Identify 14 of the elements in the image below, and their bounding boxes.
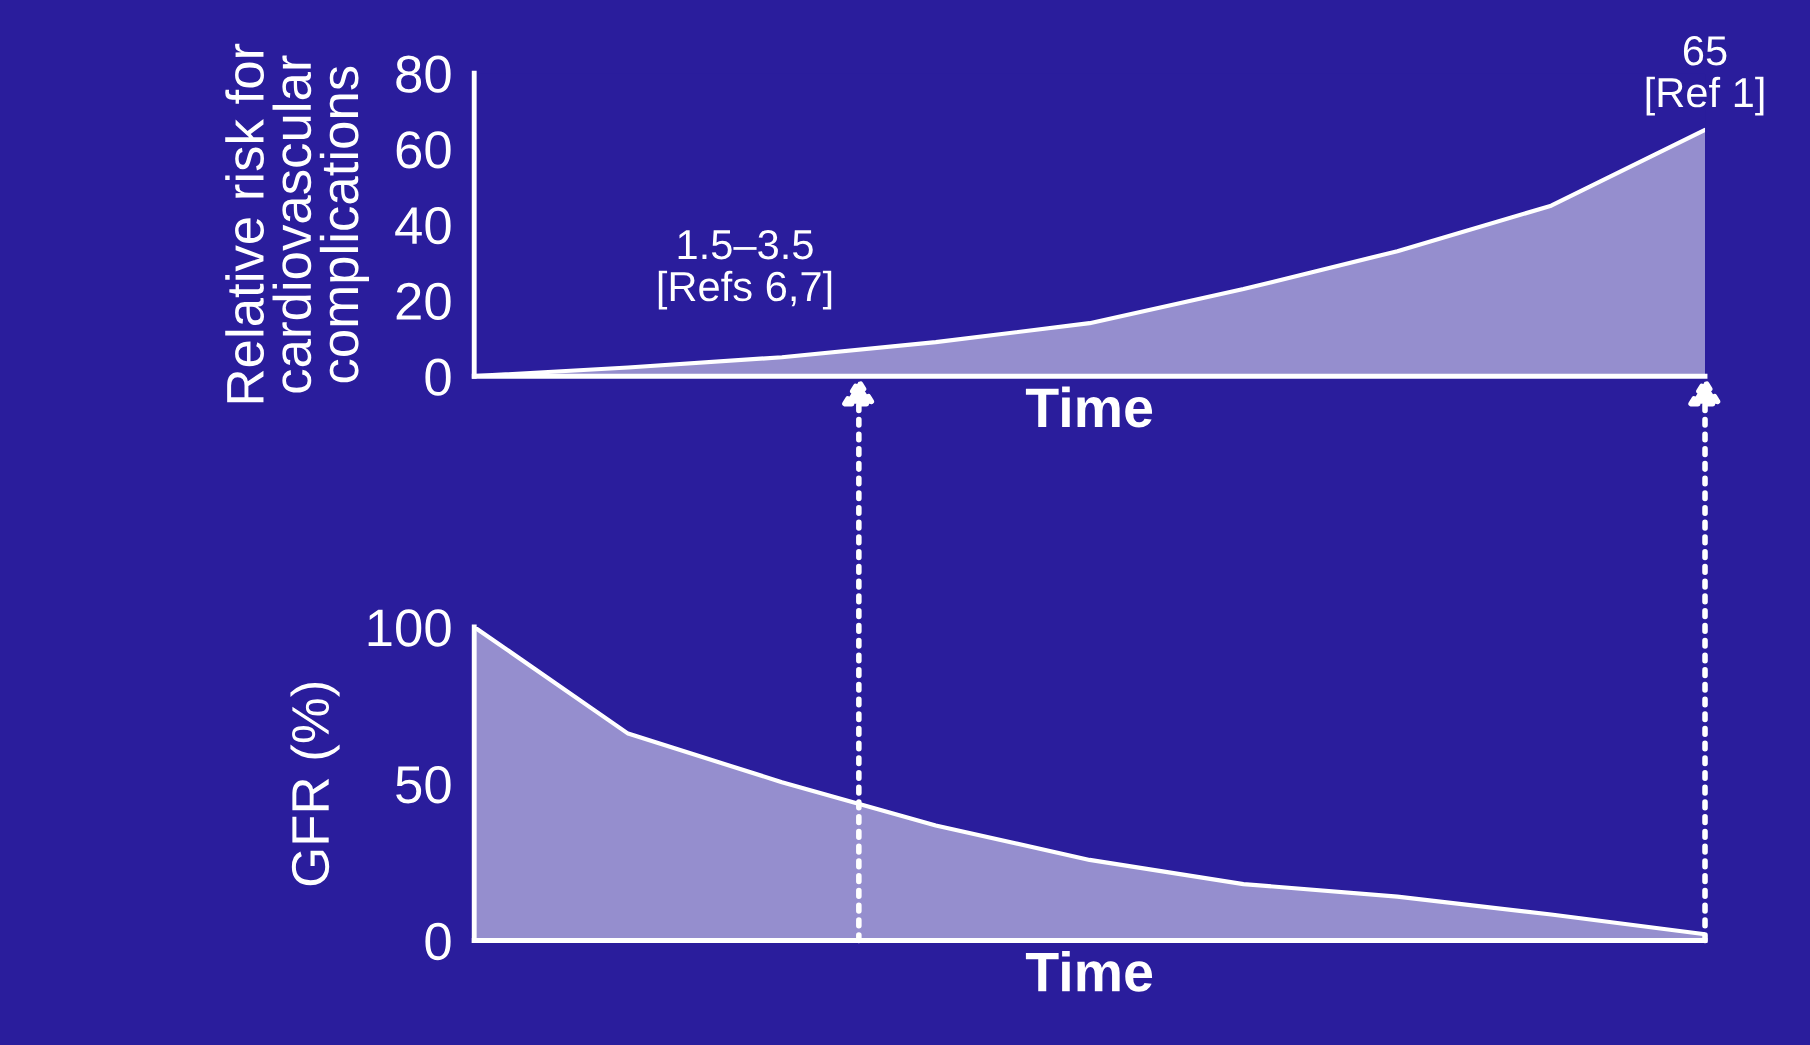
y-tick-label: 40 <box>395 206 451 245</box>
y-axis-title: Relative risk for cardiovascular complications <box>225 43 369 403</box>
x-axis-title: Time <box>1025 950 1153 992</box>
y-tick-label: 0 <box>425 922 451 961</box>
y-tick-label: 100 <box>368 609 451 647</box>
x-axis-title: Time <box>1025 386 1153 428</box>
y-axis-title: GFR (%) <box>290 682 340 886</box>
y-tick-label: 0 <box>425 358 451 396</box>
y-tick-label: 50 <box>396 766 451 804</box>
y-tick-label: 80 <box>396 55 451 93</box>
y-tick-label: 60 <box>396 131 451 169</box>
y-tick-label: 20 <box>396 282 451 321</box>
annotation: 1.5–3.5 [Refs 6,7] <box>658 229 832 310</box>
annotation: 65 [Ref 1] <box>1646 35 1764 116</box>
